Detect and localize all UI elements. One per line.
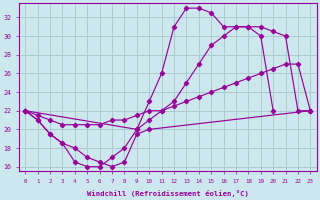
X-axis label: Windchill (Refroidissement éolien,°C): Windchill (Refroidissement éolien,°C) (87, 190, 249, 197)
